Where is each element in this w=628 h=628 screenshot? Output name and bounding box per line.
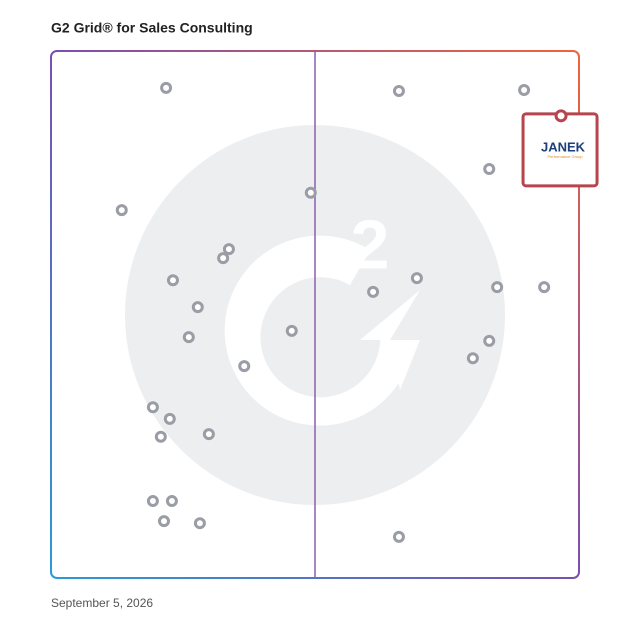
logo-subtext: Performance Group — [547, 154, 583, 159]
product-dot — [146, 401, 159, 414]
highlight-dot — [554, 109, 568, 123]
chart-title: G2 Grid® for Sales Consulting — [51, 20, 253, 36]
product-dot — [483, 334, 496, 347]
product-dot — [115, 204, 128, 217]
product-dot — [191, 301, 204, 314]
product-dot — [165, 495, 178, 508]
product-dot — [466, 352, 479, 365]
product-dot — [518, 83, 531, 96]
svg-text:2: 2 — [351, 205, 390, 283]
product-dot — [217, 252, 230, 265]
product-dot — [538, 281, 551, 294]
product-dot — [238, 360, 251, 373]
product-dot — [154, 430, 167, 443]
date: September 5, 2026 — [51, 596, 153, 610]
product-dot — [483, 163, 496, 176]
product-dot — [392, 530, 405, 543]
product-dot — [160, 81, 173, 94]
product-dot — [222, 243, 235, 256]
product-dot — [285, 324, 298, 337]
product-dot — [146, 495, 159, 508]
product-dot — [166, 274, 179, 287]
product-dot — [304, 186, 317, 199]
product-dot — [202, 428, 215, 441]
product-dot — [410, 272, 423, 285]
product-dot — [193, 517, 206, 530]
product-dot — [163, 412, 176, 425]
product-dot — [182, 331, 195, 344]
product-dot — [491, 281, 504, 294]
product-dot — [392, 85, 405, 98]
product-dot — [367, 285, 380, 298]
product-dot — [157, 515, 170, 528]
logo-text: JANEK — [541, 139, 586, 154]
